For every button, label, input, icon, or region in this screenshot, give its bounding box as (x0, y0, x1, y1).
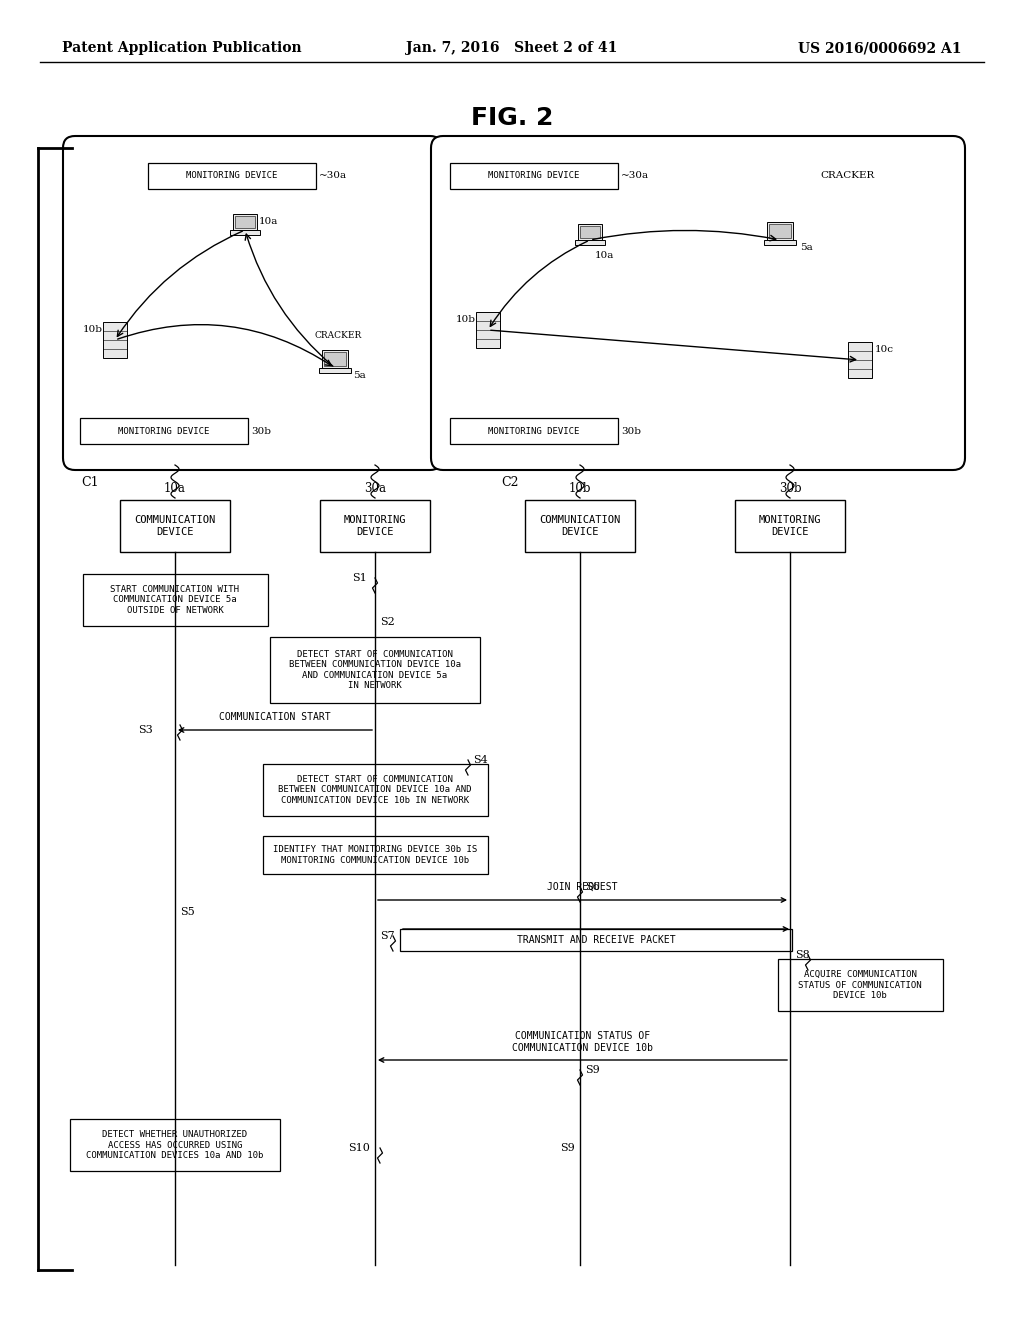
Text: START COMMUNICATION WITH
COMMUNICATION DEVICE 5a
OUTSIDE OF NETWORK: START COMMUNICATION WITH COMMUNICATION D… (111, 585, 240, 615)
Text: Patent Application Publication: Patent Application Publication (62, 41, 302, 55)
Text: 10a: 10a (259, 218, 279, 227)
Text: MONITORING DEVICE: MONITORING DEVICE (119, 426, 210, 436)
Text: US 2016/0006692 A1: US 2016/0006692 A1 (799, 41, 962, 55)
Bar (80, 418, 248, 444)
Text: C2: C2 (502, 477, 519, 490)
Bar (319, 500, 430, 552)
Bar (322, 350, 348, 368)
Bar (233, 214, 257, 230)
Bar (120, 500, 230, 552)
FancyBboxPatch shape (431, 136, 965, 470)
Text: COMMUNICATION
DEVICE: COMMUNICATION DEVICE (540, 515, 621, 537)
Text: JOIN REQUEST: JOIN REQUEST (547, 882, 617, 892)
Bar (400, 929, 792, 950)
Text: S8: S8 (795, 950, 810, 960)
Text: FIG. 2: FIG. 2 (471, 106, 553, 129)
Bar (270, 638, 480, 704)
Text: MONITORING DEVICE: MONITORING DEVICE (488, 172, 580, 181)
Bar (580, 226, 600, 238)
Text: C1: C1 (81, 477, 98, 490)
Text: DETECT START OF COMMUNICATION
BETWEEN COMMUNICATION DEVICE 10a
AND COMMUNICATION: DETECT START OF COMMUNICATION BETWEEN CO… (289, 649, 461, 690)
Text: S1: S1 (352, 573, 367, 583)
Text: 10a: 10a (164, 482, 186, 495)
Text: 30b: 30b (251, 426, 271, 436)
Text: MONITORING
DEVICE: MONITORING DEVICE (344, 515, 407, 537)
Text: S10: S10 (348, 1143, 370, 1152)
Text: MONITORING DEVICE: MONITORING DEVICE (488, 426, 580, 436)
Text: S6: S6 (585, 882, 600, 892)
Text: IDENTIFY THAT MONITORING DEVICE 30b IS
MONITORING COMMUNICATION DEVICE 10b: IDENTIFY THAT MONITORING DEVICE 30b IS M… (272, 845, 477, 865)
Text: COMMUNICATION STATUS OF
COMMUNICATION DEVICE 10b: COMMUNICATION STATUS OF COMMUNICATION DE… (512, 1031, 653, 1053)
Bar (262, 836, 487, 874)
Text: 10b: 10b (456, 315, 476, 325)
Text: TRANSMIT AND RECEIVE PACKET: TRANSMIT AND RECEIVE PACKET (517, 935, 675, 945)
Text: DETECT WHETHER UNAUTHORIZED
ACCESS HAS OCCURRED USING
COMMUNICATION DEVICES 10a : DETECT WHETHER UNAUTHORIZED ACCESS HAS O… (86, 1130, 264, 1160)
Text: S9: S9 (585, 1065, 600, 1074)
Text: S5: S5 (180, 907, 195, 917)
Bar (777, 960, 942, 1011)
Bar (148, 162, 316, 189)
Text: 10a: 10a (595, 251, 614, 260)
Text: 30b: 30b (621, 426, 641, 436)
Bar (324, 352, 346, 366)
Bar (764, 240, 797, 246)
Bar (230, 230, 260, 235)
Text: MONITORING DEVICE: MONITORING DEVICE (186, 172, 278, 181)
Text: S3: S3 (138, 725, 153, 735)
Text: DETECT START OF COMMUNICATION
BETWEEN COMMUNICATION DEVICE 10a AND
COMMUNICATION: DETECT START OF COMMUNICATION BETWEEN CO… (279, 775, 472, 805)
Text: CRACKER: CRACKER (820, 170, 874, 180)
Text: ACQUIRE COMMUNICATION
STATUS OF COMMUNICATION
DEVICE 10b: ACQUIRE COMMUNICATION STATUS OF COMMUNIC… (798, 970, 922, 1001)
Text: S4: S4 (473, 755, 487, 766)
Bar (525, 500, 635, 552)
FancyBboxPatch shape (63, 136, 442, 470)
Text: 5a: 5a (800, 243, 813, 252)
Text: ~30a: ~30a (621, 172, 649, 181)
Text: 10c: 10c (874, 346, 894, 355)
Text: S7: S7 (380, 931, 394, 941)
Bar (70, 1119, 280, 1171)
Bar (234, 216, 255, 228)
Bar (450, 162, 618, 189)
Text: 10b: 10b (83, 326, 103, 334)
Text: COMMUNICATION START: COMMUNICATION START (219, 711, 331, 722)
Bar (848, 342, 872, 378)
Text: 30b: 30b (778, 482, 802, 495)
Text: CRACKER: CRACKER (314, 331, 361, 341)
Text: ~30a: ~30a (319, 172, 347, 181)
Bar (318, 368, 351, 374)
Text: 10b: 10b (568, 482, 591, 495)
Text: COMMUNICATION
DEVICE: COMMUNICATION DEVICE (134, 515, 216, 537)
Bar (769, 224, 792, 238)
Bar (83, 574, 267, 626)
Bar (103, 322, 127, 358)
Bar (578, 224, 602, 240)
Text: 5a: 5a (353, 371, 366, 380)
Text: 30a: 30a (364, 482, 386, 495)
Bar (476, 312, 500, 348)
Bar (575, 240, 605, 246)
Text: S9: S9 (560, 1143, 575, 1152)
Text: Jan. 7, 2016   Sheet 2 of 41: Jan. 7, 2016 Sheet 2 of 41 (407, 41, 617, 55)
Bar (735, 500, 845, 552)
Text: MONITORING
DEVICE: MONITORING DEVICE (759, 515, 821, 537)
Bar (262, 764, 487, 816)
Bar (450, 418, 618, 444)
Bar (767, 222, 794, 240)
Text: S2: S2 (380, 616, 394, 627)
